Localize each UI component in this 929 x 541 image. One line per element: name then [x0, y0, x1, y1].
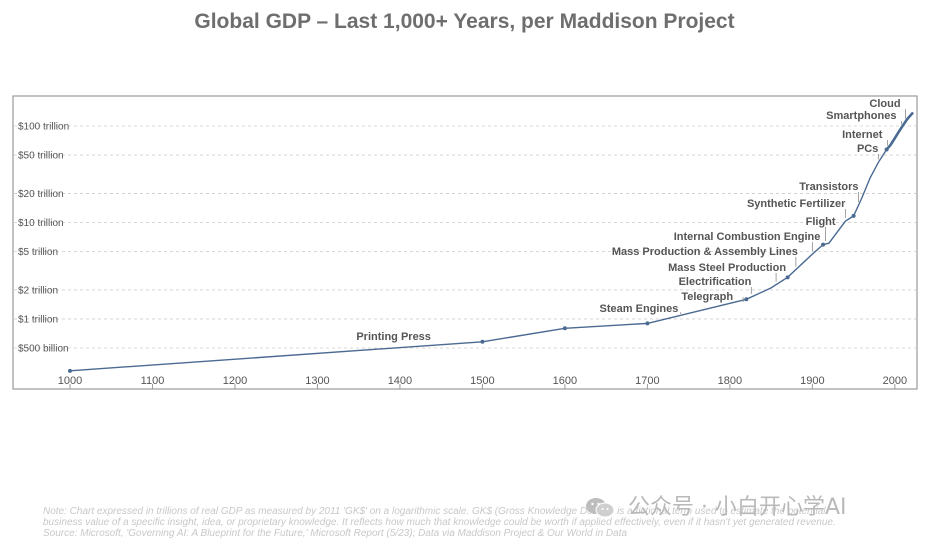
- x-tick-label: 1800: [718, 375, 742, 387]
- y-tick-label: $5 trillion: [18, 247, 58, 258]
- annotation-label: Synthetic Fertilizer: [747, 198, 846, 210]
- watermark-text: 公众号 · 小白开心学AI: [628, 495, 847, 520]
- annotation-label: Smartphones: [826, 110, 896, 122]
- y-tick-label: $1 trillion: [18, 314, 58, 325]
- y-tick-label: $2 trillion: [18, 285, 58, 296]
- x-tick-label: 1000: [58, 375, 82, 387]
- plot-frame: [12, 95, 918, 390]
- gdp-chart: $500 billion $1 trillion $2 trillion $5 tri…: [12, 95, 918, 390]
- y-tick-label: $500 billion: [18, 344, 69, 355]
- data-point: [480, 339, 485, 344]
- gdp-line-recent: [885, 111, 914, 151]
- x-axis: 1000 1100 1200 1300 1400 1500 1600 1700 1800 1900…: [58, 375, 907, 389]
- annotation-label: Printing Press: [356, 331, 431, 343]
- grid-lines: [14, 125, 916, 349]
- x-tick-label: 1200: [223, 375, 247, 387]
- data-point: [884, 147, 889, 152]
- chart-source: Source: Microsoft, 'Governing AI: A Blue…: [43, 528, 628, 539]
- x-tick-label: 1700: [635, 375, 659, 387]
- annotation-label: PCs: [857, 143, 878, 155]
- annotation-label: Mass Steel Production: [668, 262, 786, 274]
- x-tick-label: 1100: [141, 375, 165, 387]
- data-point: [851, 213, 856, 218]
- annotation-label: Flight: [806, 216, 836, 228]
- annotation-label: Telegraph: [681, 291, 733, 303]
- y-axis: $500 billion $1 trillion $2 trillion $5 tri…: [18, 122, 69, 355]
- data-point: [645, 321, 650, 326]
- chart-note-line-1: Note: Chart expressed in trillions of re…: [43, 506, 826, 517]
- wechat-icon: [586, 498, 615, 518]
- annotation-label: Transistors: [799, 181, 858, 193]
- watermark: 公众号 · 小白开心学AI: [585, 489, 847, 521]
- series-global-gdp: [68, 111, 914, 373]
- annotation-label: Electrification: [679, 276, 752, 288]
- y-tick-label: $100 trillion: [18, 122, 69, 133]
- annotation-label: Internet: [842, 129, 883, 141]
- data-point: [744, 297, 749, 302]
- chart-title: Global GDP – Last 1,000+ Years, per Madd…: [194, 10, 735, 33]
- y-tick-label: $10 trillion: [18, 218, 64, 229]
- data-point: [562, 326, 567, 331]
- x-tick-label: 1900: [800, 375, 824, 387]
- x-tick-label: 2000: [883, 375, 907, 387]
- x-tick-label: 1600: [553, 375, 577, 387]
- x-tick-label: 1300: [305, 375, 329, 387]
- y-tick-label: $20 trillion: [18, 189, 64, 200]
- data-point: [68, 368, 72, 373]
- annotation-label: Steam Engines: [600, 303, 679, 315]
- annotation-label: Mass Production & Assembly Lines: [612, 246, 798, 258]
- data-point: [821, 242, 826, 247]
- y-tick-label: $50 trillion: [18, 151, 64, 162]
- data-point: [785, 275, 790, 280]
- chart-note-line-2: business value of a specific insight, id…: [43, 517, 836, 528]
- x-tick-label: 1400: [388, 375, 412, 387]
- annotation-label: Internal Combustion Engine: [674, 231, 821, 243]
- x-tick-label: 1500: [470, 375, 494, 387]
- annotation-label: Cloud: [869, 98, 900, 110]
